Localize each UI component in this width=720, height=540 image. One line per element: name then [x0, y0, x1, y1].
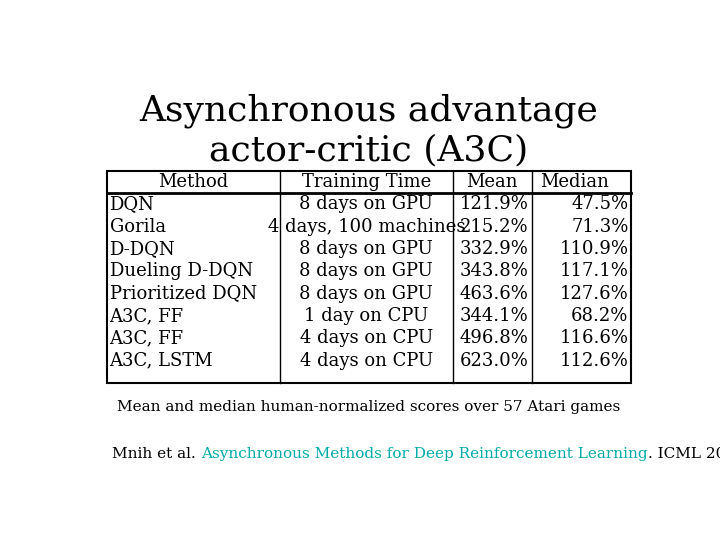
- Text: 4 days on CPU: 4 days on CPU: [300, 329, 433, 347]
- Text: 68.2%: 68.2%: [571, 307, 629, 325]
- Text: Prioritized DQN: Prioritized DQN: [109, 285, 256, 302]
- Text: 71.3%: 71.3%: [571, 218, 629, 235]
- Text: 4 days, 100 machines: 4 days, 100 machines: [268, 218, 465, 235]
- Text: A3C, FF: A3C, FF: [109, 307, 184, 325]
- Text: Median: Median: [540, 173, 609, 191]
- Text: . ICML 2016: . ICML 2016: [647, 447, 720, 461]
- Text: Mean: Mean: [467, 173, 518, 191]
- Text: Method: Method: [158, 173, 228, 191]
- Text: A3C, FF: A3C, FF: [109, 329, 184, 347]
- Text: 127.6%: 127.6%: [559, 285, 629, 302]
- Text: 110.9%: 110.9%: [559, 240, 629, 258]
- Text: Asynchronous advantage
actor-critic (A3C): Asynchronous advantage actor-critic (A3C…: [140, 94, 598, 168]
- Text: A3C, LSTM: A3C, LSTM: [109, 352, 213, 369]
- Text: 121.9%: 121.9%: [460, 195, 528, 213]
- Text: 116.6%: 116.6%: [559, 329, 629, 347]
- Text: 1 day on CPU: 1 day on CPU: [305, 307, 428, 325]
- Text: 47.5%: 47.5%: [572, 195, 629, 213]
- Text: Gorila: Gorila: [109, 218, 166, 235]
- Text: 8 days on GPU: 8 days on GPU: [300, 285, 433, 302]
- Text: 463.6%: 463.6%: [460, 285, 528, 302]
- Text: 112.6%: 112.6%: [559, 352, 629, 369]
- Text: 8 days on GPU: 8 days on GPU: [300, 262, 433, 280]
- Text: Mean and median human-normalized scores over 57 Atari games: Mean and median human-normalized scores …: [117, 400, 621, 414]
- Text: 117.1%: 117.1%: [559, 262, 629, 280]
- Text: D-DQN: D-DQN: [109, 240, 175, 258]
- Text: 623.0%: 623.0%: [460, 352, 528, 369]
- Text: 344.1%: 344.1%: [460, 307, 528, 325]
- Text: DQN: DQN: [109, 195, 154, 213]
- Text: 8 days on GPU: 8 days on GPU: [300, 240, 433, 258]
- Text: 215.2%: 215.2%: [460, 218, 528, 235]
- Text: 8 days on GPU: 8 days on GPU: [300, 195, 433, 213]
- Text: 343.8%: 343.8%: [460, 262, 528, 280]
- Text: Training Time: Training Time: [302, 173, 431, 191]
- Text: Dueling D-DQN: Dueling D-DQN: [109, 262, 253, 280]
- Text: Mnih et al.: Mnih et al.: [112, 447, 201, 461]
- Text: 332.9%: 332.9%: [460, 240, 528, 258]
- Text: Asynchronous Methods for Deep Reinforcement Learning: Asynchronous Methods for Deep Reinforcem…: [201, 447, 647, 461]
- Text: 4 days on CPU: 4 days on CPU: [300, 352, 433, 369]
- Text: 496.8%: 496.8%: [460, 329, 528, 347]
